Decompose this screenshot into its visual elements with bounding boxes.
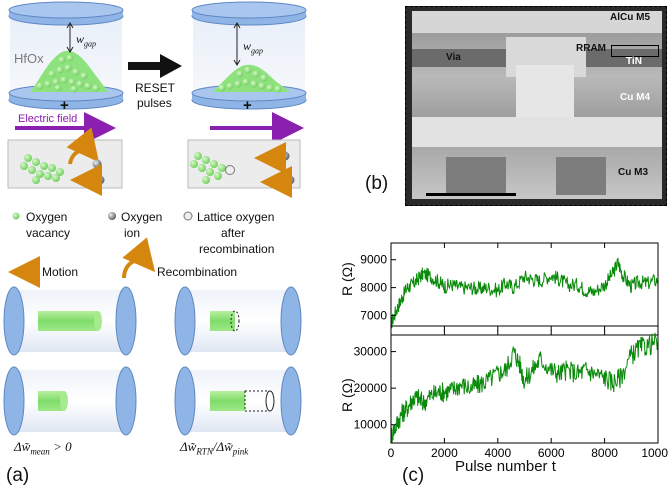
reset-arrow-icon xyxy=(128,54,182,78)
x-tick-label: 10000 xyxy=(641,446,668,460)
recombination-label: Recombination xyxy=(157,265,238,279)
cell-left xyxy=(8,1,124,110)
panel-b-label: (b) xyxy=(365,173,389,194)
ion-label-2: ion xyxy=(124,226,141,240)
ylabel-top: R (Ω) xyxy=(339,262,355,296)
x-tick-label: 6000 xyxy=(538,446,565,460)
vacancy-legend-icon xyxy=(12,212,20,220)
series-line-top xyxy=(390,257,659,329)
sem-image xyxy=(405,6,667,206)
lattice-legend-icon xyxy=(183,211,193,221)
sem-label-alcu: AlCu M5 xyxy=(610,12,650,23)
lattice-label-3: recombination xyxy=(199,242,275,256)
plus-sign-left: + xyxy=(60,97,69,114)
x-axis-label: Pulse number t xyxy=(455,458,556,475)
y-tick-label-top: 8000 xyxy=(360,281,387,295)
ion-label-1: Oxygen xyxy=(121,210,163,224)
zoom-box-right xyxy=(187,139,301,198)
motion-label: Motion xyxy=(42,265,79,279)
gap-label-right: wgap xyxy=(243,39,264,56)
y-tick-label-top: 9000 xyxy=(360,253,387,267)
x-tick-label: 4000 xyxy=(484,446,511,460)
series-line-bottom xyxy=(390,332,659,444)
cylinder-bottom-right xyxy=(174,366,302,436)
vacancy-label-1: Oxygen xyxy=(26,210,68,224)
sem-label-cu-m4: Cu M4 xyxy=(620,92,650,103)
sem-label-tin: TiN xyxy=(626,56,642,67)
cylinder-top-right xyxy=(174,286,302,356)
ion-legend-icon xyxy=(108,212,116,220)
panel-c-label: (c) xyxy=(402,465,425,486)
y-tick-label-bottom: 20000 xyxy=(354,381,388,395)
electric-field-label: Electric field xyxy=(18,113,78,125)
reset-label-line2: pulses xyxy=(137,96,172,110)
cylinder-bottom-left xyxy=(3,366,137,436)
recombination-legend-icon xyxy=(122,237,156,279)
sem-label-rram: RRAM xyxy=(576,43,606,54)
hfox-label: HfOx xyxy=(14,51,44,66)
plus-sign-right: + xyxy=(243,97,252,114)
x-tick-label: 2000 xyxy=(431,446,458,460)
caption-mean: Δw̃mean > 0 xyxy=(14,439,72,457)
lattice-label-2: after xyxy=(221,226,246,240)
y-tick-label-top: 7000 xyxy=(360,308,387,322)
ylabel-bottom: R (Ω) xyxy=(339,378,355,412)
caption-rtn-pink: Δw̃RTN/Δw̃pink xyxy=(180,439,249,457)
x-tick-label: 0 xyxy=(388,446,395,460)
lattice-label-1: Lattice oxygen xyxy=(197,210,275,224)
gap-label-left: wgap xyxy=(76,32,97,49)
y-tick-label-bottom: 10000 xyxy=(354,418,388,432)
reset-label-line1: RESET xyxy=(135,81,176,95)
sem-label-via: Via xyxy=(446,52,461,63)
zoom-box-left xyxy=(7,127,123,196)
cell-right xyxy=(191,1,307,110)
sem-label-cu-m3: Cu M3 xyxy=(618,167,648,178)
plot-frame-bottom xyxy=(390,325,659,444)
y-tick-label-bottom: 30000 xyxy=(354,345,388,359)
panel-a-label: (a) xyxy=(6,465,30,486)
plot-frame-top xyxy=(390,242,659,336)
cylinder-top-left xyxy=(3,286,137,356)
x-tick-label: 8000 xyxy=(591,446,618,460)
vacancy-label-2: vacancy xyxy=(26,226,71,240)
